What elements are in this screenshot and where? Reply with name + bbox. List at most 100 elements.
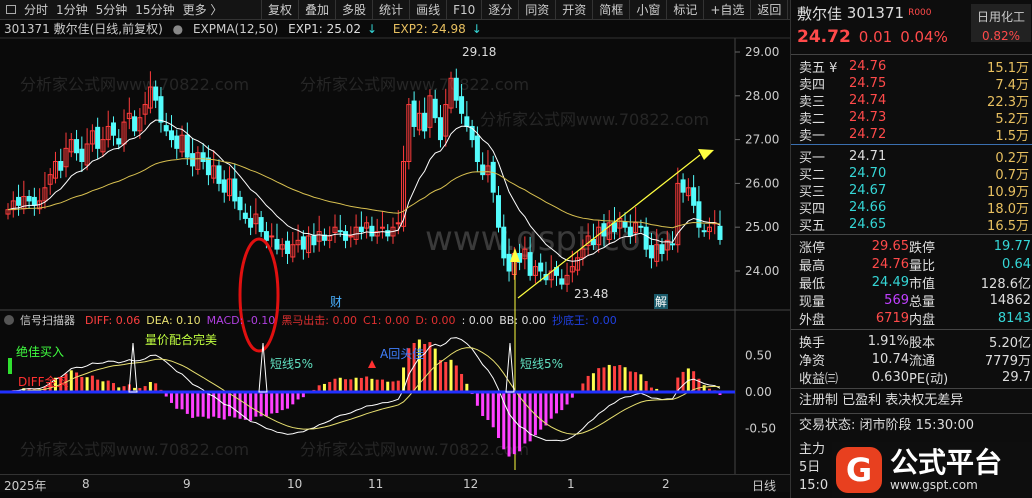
macd-bar — [644, 381, 648, 392]
candle-body — [696, 201, 702, 228]
bids-price: 24.66 — [849, 200, 887, 215]
stock-header: 敷尔佳 301371 R000 — [791, 0, 1032, 26]
macd-bar — [681, 371, 685, 392]
macd-bar — [175, 392, 179, 409]
toolbar-button[interactable]: 开资 — [556, 0, 594, 19]
toolbar-button[interactable]: 逐分 — [482, 0, 520, 19]
stat-value: 24.76 — [871, 257, 909, 272]
macd-bar — [496, 392, 500, 439]
finance-mark[interactable]: 财 — [330, 295, 342, 309]
bids-label: 买五 — [799, 219, 826, 234]
unlock-mark[interactable]: 解 — [655, 295, 667, 309]
candle-body — [480, 164, 486, 176]
candle-body — [654, 244, 660, 262]
macd-bar — [402, 367, 406, 392]
last-price: 24.72 — [797, 27, 851, 47]
candle-body — [84, 143, 90, 166]
toolbar-button[interactable]: +自选 — [704, 0, 752, 19]
candle-body — [295, 239, 301, 246]
toolbar-button[interactable]: 复权 — [262, 0, 300, 19]
period-label[interactable]: 日线 — [752, 479, 777, 493]
period-15min[interactable]: 15分钟 — [135, 3, 175, 17]
candle-body — [42, 187, 48, 202]
macd-bar — [85, 377, 89, 392]
candle-body — [522, 248, 528, 260]
up-arrow-head-icon — [510, 248, 520, 262]
candle-body — [306, 235, 312, 254]
macd-bar — [143, 386, 147, 392]
buy-bar — [8, 358, 12, 374]
toolbar-button[interactable]: 简框 — [593, 0, 631, 19]
stat-value: 569 — [884, 293, 909, 308]
asks-label: 卖四 — [799, 78, 826, 93]
candle-body — [216, 165, 222, 184]
bids-volume: 16.5万 — [987, 219, 1029, 234]
x-label-aug: 8 — [82, 477, 90, 491]
period-more[interactable]: 更多 〉 — [182, 3, 223, 17]
candle-body — [422, 112, 428, 132]
stat-label: 最低 — [799, 277, 826, 292]
period-fenshi[interactable]: 分时 — [24, 3, 49, 17]
bids-label: 买四 — [799, 202, 826, 217]
macd-bar — [96, 379, 100, 392]
toolbar-button[interactable]: 标记 — [667, 0, 705, 19]
macd-bar — [322, 383, 326, 392]
sector-box[interactable]: 日用化工 0.82% — [971, 4, 1031, 43]
macd-blank: : 0.00 — [462, 314, 494, 327]
sidebar-toggle-icon[interactable] — [6, 5, 16, 14]
macd-macd: MACD: -0.10 — [207, 314, 276, 327]
candle-body — [316, 231, 322, 242]
macd-bar — [386, 381, 390, 392]
macd-bar — [169, 392, 173, 403]
candle-body — [168, 130, 174, 141]
logo-text: 公式平台 — [890, 446, 1003, 479]
asks-volume: 15.1万 — [987, 61, 1029, 76]
stat-value: 24.49 — [871, 275, 909, 290]
macd-bar — [22, 388, 26, 392]
macd-bar — [148, 381, 152, 392]
indicator-name[interactable]: EXPMA(12,50) — [192, 22, 279, 36]
macd-bar — [460, 373, 464, 392]
period-1min[interactable]: 1分钟 — [56, 3, 88, 17]
candle-body — [74, 139, 80, 154]
candle-body — [52, 161, 58, 179]
kline-chart[interactable]: 分析家公式网www.70822.com 分析家公式网www.70822.com 分析… — [0, 0, 790, 474]
candle-body — [195, 152, 201, 170]
main-force-label: 主力 — [799, 442, 826, 457]
toolbar-button[interactable]: 返回 — [751, 0, 789, 19]
macd-bar — [333, 378, 337, 392]
macd-bar — [634, 372, 638, 392]
macd-bar — [238, 392, 242, 419]
candle-body — [142, 104, 148, 115]
macd-bar — [301, 392, 305, 398]
candle-body — [184, 134, 190, 158]
candles — [5, 68, 723, 293]
collapse-icon[interactable] — [4, 315, 14, 325]
candle-body — [364, 222, 370, 229]
macd-heima: 黑马出击: 0.00 — [281, 313, 357, 327]
y-tick-label: 26.00 — [745, 176, 779, 190]
toolbar-button[interactable]: 画线 — [410, 0, 448, 19]
stat-value: 8143 — [997, 311, 1031, 326]
toolbar-button[interactable]: 小窗 — [630, 0, 668, 19]
macd-bar — [380, 379, 384, 392]
asks-price: 24.75 — [849, 76, 887, 91]
indicator-settings-icon[interactable]: ● — [172, 22, 184, 36]
candle-body — [258, 217, 264, 233]
macd-bar — [212, 392, 216, 417]
macd-bar — [90, 375, 94, 392]
toolbar-button[interactable]: 多股 — [336, 0, 374, 19]
5day-label: 5日 — [799, 460, 821, 475]
highlight-circle — [238, 237, 280, 353]
period-5min[interactable]: 5分钟 — [95, 3, 128, 17]
toolbar-button[interactable]: F10 — [447, 0, 483, 19]
candle-body — [638, 225, 644, 228]
macd-bar — [491, 392, 495, 428]
candle-body — [612, 222, 618, 233]
toolbar-button[interactable]: 叠加 — [299, 0, 337, 19]
toolbar: 分时 1分钟 5分钟 15分钟 更多 〉 复权 叠加 多股 统计 画线 F10 逐分 同资 开资… — [0, 0, 790, 20]
stat-label: 最高 — [799, 259, 826, 274]
toolbar-button[interactable]: 统计 — [373, 0, 411, 19]
macd-bar — [707, 388, 711, 392]
toolbar-button[interactable]: 同资 — [519, 0, 557, 19]
